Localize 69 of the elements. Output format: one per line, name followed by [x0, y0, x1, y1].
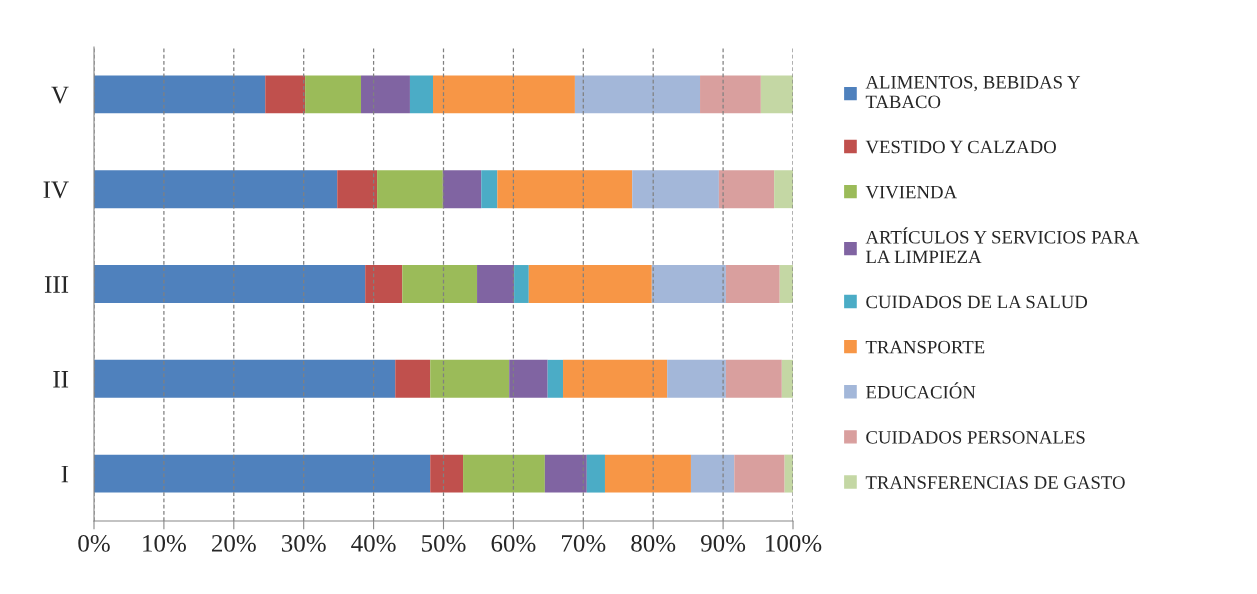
bar	[395, 359, 431, 398]
bar	[365, 265, 403, 303]
bar	[497, 170, 633, 209]
y-tick-label: V	[51, 86, 69, 104]
bar	[94, 170, 338, 209]
x-tick-label: 70%	[562, 534, 606, 552]
bar	[442, 170, 482, 209]
bar	[718, 170, 775, 209]
bar	[481, 170, 498, 209]
bar	[779, 265, 793, 303]
bar	[377, 170, 443, 209]
x-tick-label: 0%	[78, 534, 110, 552]
bar	[604, 454, 691, 493]
bar	[574, 75, 701, 114]
bar	[651, 265, 726, 303]
bar	[337, 170, 378, 209]
bar	[94, 75, 266, 114]
x-tick-label: 10%	[143, 534, 186, 552]
bar	[725, 265, 780, 303]
legend-label: CUIDADOS PERSONALES	[866, 431, 1085, 444]
y-tick-label: II	[53, 371, 69, 388]
x-tick-label: 100%	[766, 534, 822, 552]
bar	[563, 359, 668, 398]
y-tick-label: I	[61, 465, 69, 483]
x-tick-label: 60%	[491, 534, 536, 552]
bar	[667, 359, 726, 398]
bar	[514, 265, 529, 303]
bar	[700, 75, 761, 114]
legend-label: TRANSPORTE	[865, 340, 985, 354]
bar	[402, 265, 478, 303]
bar	[725, 359, 782, 398]
bar	[774, 170, 793, 209]
bar	[760, 75, 793, 114]
bar	[632, 170, 719, 209]
legend-label: ARTÍCULOS Y SERVICIOS PARA LA LIMPIEZA	[865, 227, 1140, 263]
bar	[433, 75, 575, 114]
bar	[94, 454, 431, 493]
bar	[361, 75, 410, 114]
legend-label: VIVIENDA	[865, 185, 957, 199]
x-tick-label: 40%	[351, 534, 396, 552]
bar	[305, 75, 362, 114]
x-tick-label: 30%	[281, 534, 326, 552]
bar	[509, 359, 548, 398]
bar	[528, 265, 652, 303]
bar	[94, 359, 396, 398]
legend-label: TRANSFERENCIAS DE GASTO	[865, 476, 1125, 489]
bar	[430, 359, 510, 398]
bar	[690, 454, 735, 493]
bar	[409, 75, 434, 114]
x-tick-label: 80%	[631, 534, 676, 552]
bar	[781, 359, 793, 398]
bar	[544, 454, 587, 493]
bar	[265, 75, 306, 114]
bar	[430, 454, 464, 493]
bar	[463, 454, 545, 493]
legend-label: VESTIDO Y CALZADO	[865, 140, 1056, 154]
bar	[734, 454, 785, 493]
x-tick-label: 50%	[422, 534, 466, 552]
legend-label: ALIMENTOS, BEBIDAS Y TABACO	[865, 75, 1081, 109]
x-tick-label: 90%	[700, 534, 746, 552]
legend-label: CUIDADOS DE LA SALUD	[866, 295, 1088, 309]
y-tick-label: IV	[43, 181, 69, 199]
bar	[477, 265, 515, 303]
bar	[586, 454, 605, 493]
x-tick-label: 20%	[211, 534, 256, 552]
bar	[94, 265, 366, 303]
legend-label: EDUCACIÓN	[865, 382, 976, 399]
y-tick-label: III	[44, 276, 69, 293]
bar	[547, 359, 564, 398]
